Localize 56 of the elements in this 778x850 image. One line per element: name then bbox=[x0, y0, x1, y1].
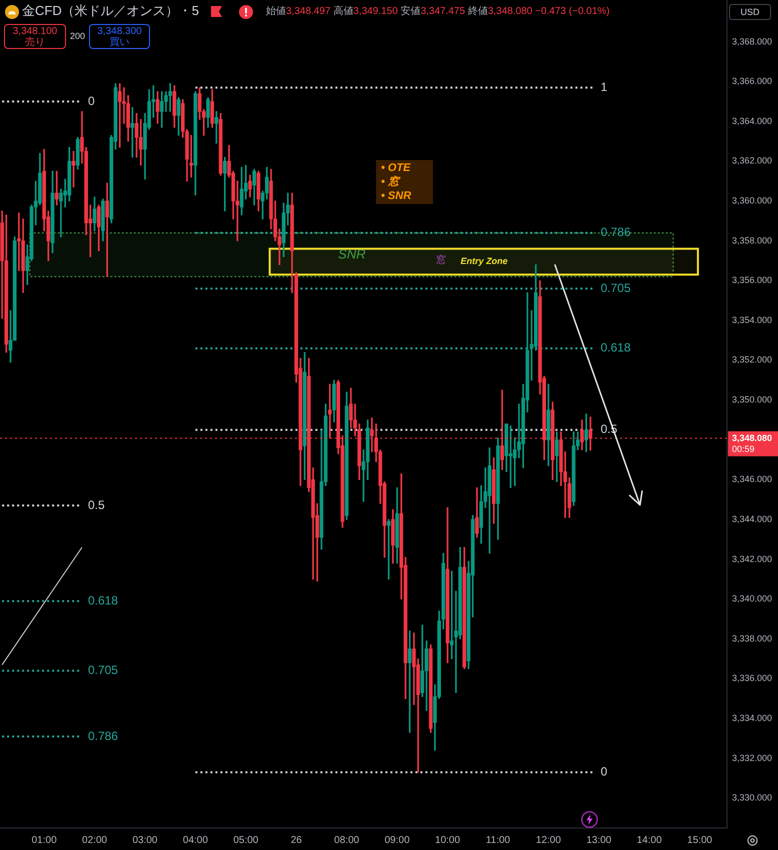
sell-button: 3,348.100 売り bbox=[4, 24, 66, 49]
y-tick-label: 3,366.000 bbox=[732, 76, 772, 86]
series-label: 0 bbox=[600, 764, 608, 779]
y-tick-label: 3,346.000 bbox=[732, 474, 772, 484]
chart-title: 金CFD（米ドル／オンス）・5 bbox=[22, 3, 199, 19]
y-tick-label: 3,350.000 bbox=[732, 394, 772, 405]
text: 始値3,348.497 高値3,349.150 安値3,347.475 終値3,348.080 −0.473 (−0.01%) bbox=[266, 6, 610, 17]
y-tick-label: 3,358.000 bbox=[732, 235, 772, 246]
ref-line-label: 3,348.080 00:59 bbox=[732, 432, 772, 454]
series-label: 0.618 bbox=[88, 593, 118, 608]
currency-selector: USD bbox=[729, 4, 771, 20]
y-tick-label: 3,360.000 bbox=[732, 196, 772, 206]
candlestick bbox=[72, 150, 76, 188]
annotation: 200 bbox=[70, 31, 86, 41]
band-label: SNR bbox=[338, 246, 366, 262]
x-tick-label: 26 bbox=[290, 834, 302, 846]
x-tick-label: 11:00 bbox=[486, 834, 511, 846]
series-label: 0 bbox=[88, 94, 95, 108]
x-tick-label: 13:00 bbox=[586, 834, 612, 846]
x-tick-label: 15:00 bbox=[687, 834, 713, 846]
y-tick-label: 3,340.000 bbox=[732, 594, 772, 604]
y-tick-label: 3,344.000 bbox=[732, 514, 772, 524]
band-label: Entry Zone bbox=[460, 256, 508, 266]
y-tick-label: 3,330.000 bbox=[732, 792, 772, 803]
series-label: 0.786 bbox=[600, 225, 631, 240]
x-tick-label: 12:00 bbox=[536, 834, 562, 846]
series-label: 0.5 bbox=[88, 498, 105, 512]
y-tick-label: 3,356.000 bbox=[732, 275, 772, 286]
y-tick-label: 3,368.000 bbox=[732, 36, 772, 46]
x-tick-label: 14:00 bbox=[636, 834, 662, 846]
y-tick-label: 3,334.000 bbox=[732, 713, 772, 724]
series-label: 0.705 bbox=[600, 280, 631, 295]
note-box: • OTE • 窓 • SNR bbox=[376, 160, 433, 204]
series-label: 0.786 bbox=[88, 728, 118, 743]
x-tick-label: 02:00 bbox=[82, 834, 108, 846]
annotation: • OTE • 窓 • SNR bbox=[381, 161, 412, 203]
x-tick-label: 03:00 bbox=[132, 834, 158, 846]
x-tick-label: 01:00 bbox=[32, 834, 58, 846]
y-tick-label: 3,364.000 bbox=[732, 116, 772, 126]
y-tick-label: 3,336.000 bbox=[732, 673, 772, 684]
series-label: 0.705 bbox=[88, 663, 118, 678]
x-tick-label: 05:00 bbox=[233, 834, 259, 846]
y-tick-label: 3,362.000 bbox=[732, 156, 772, 166]
y-tick-label: 3,338.000 bbox=[732, 633, 772, 644]
annotation: 窓 bbox=[436, 255, 446, 267]
buy-button: 3,348.300 買い bbox=[89, 24, 150, 49]
y-tick-label: 3,354.000 bbox=[732, 314, 772, 325]
x-tick-label: 08:00 bbox=[334, 834, 360, 846]
x-tick-label: 04:00 bbox=[182, 834, 208, 846]
y-tick-label: 3,342.000 bbox=[732, 554, 772, 564]
y-tick-label: 3,352.000 bbox=[732, 354, 772, 365]
series-label: 1 bbox=[600, 80, 608, 94]
y-tick-label: 3,332.000 bbox=[732, 752, 772, 763]
series-label: 0.618 bbox=[600, 340, 631, 355]
x-tick-label: 09:00 bbox=[384, 834, 410, 846]
x-tick-label: 10:00 bbox=[435, 834, 460, 846]
